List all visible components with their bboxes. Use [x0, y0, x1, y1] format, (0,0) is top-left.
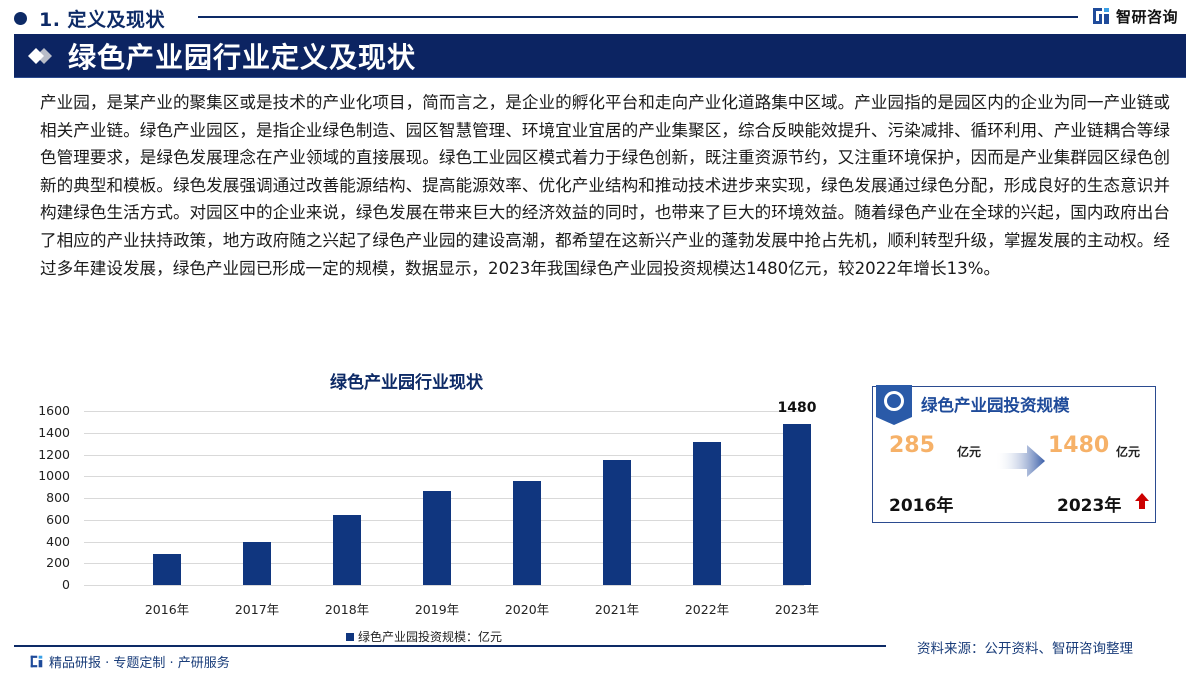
legend-label: 绿色产业园投资规模：亿元	[358, 630, 503, 644]
page-title: 绿色产业园行业定义及现状	[68, 40, 417, 74]
bar	[783, 424, 811, 585]
x-tick-label: 2017年	[234, 602, 280, 617]
x-tick-label: 2018年	[324, 602, 370, 617]
brand-name: 智研咨询	[1115, 7, 1178, 26]
intro-paragraph: 产业园，是某产业的聚集区或是技术的产业化项目，简而言之，是企业的孵化平台和走向产…	[40, 93, 1170, 278]
x-tick-label: 2023年	[774, 602, 820, 617]
brand-logo-icon	[30, 655, 43, 668]
start-value: 285	[889, 433, 935, 458]
source-note: 资料来源：公开资料、智研咨询整理	[917, 641, 1133, 657]
bar	[693, 442, 721, 585]
brand-logo-icon	[1092, 8, 1109, 24]
chart-badge-icon	[876, 385, 912, 425]
y-tick-label: 400	[46, 533, 70, 549]
footer-tagline: 精品研报 · 专题定制 · 产研服务	[30, 652, 230, 671]
y-tick-label: 200	[46, 555, 70, 571]
bar	[513, 480, 541, 585]
up-arrow-icon	[1135, 493, 1149, 509]
gridline	[84, 585, 804, 586]
gridline	[84, 454, 804, 456]
y-tick-label: 1000	[38, 468, 70, 484]
x-tick-label: 2020年	[504, 602, 550, 617]
x-tick-label: 2022年	[684, 602, 730, 617]
x-tick-label: 2019年	[414, 602, 460, 617]
bullet-dot-icon	[14, 11, 27, 25]
start-unit: 亿元	[957, 445, 982, 459]
bar	[423, 490, 451, 585]
x-tick-label: 2021年	[594, 602, 640, 617]
y-tick-label: 1200	[38, 446, 70, 462]
bar	[333, 514, 361, 585]
x-tick-label: 2016年	[144, 602, 190, 617]
section-label: 1. 定义及现状	[39, 8, 166, 31]
chart-title: 绿色产业园行业现状	[330, 373, 483, 393]
end-year: 2023年	[1057, 496, 1122, 516]
end-unit: 亿元	[1116, 445, 1141, 459]
y-tick-label: 0	[62, 577, 70, 592]
y-tick-label: 600	[46, 511, 70, 527]
y-tick-label: 800	[46, 490, 70, 505]
header-divider	[198, 16, 1078, 18]
brand: 智研咨询	[1092, 6, 1178, 26]
bar-value-label: 1480	[777, 400, 817, 417]
card-title: 绿色产业园投资规模	[921, 396, 1070, 415]
tagline-text: 精品研报 · 专题定制 · 产研服务	[49, 656, 230, 671]
legend-swatch-icon	[346, 632, 354, 641]
gridline	[84, 432, 804, 434]
title-banner: 绿色产业园行业定义及现状	[14, 34, 1186, 78]
start-year: 2016年	[889, 496, 954, 516]
gridline	[84, 476, 804, 478]
bar-chart: 绿色产业园行业现状 0 200 400 600 800 1000 1200 1400 1600 2…	[0, 360, 820, 644]
y-tick-label: 1400	[38, 424, 70, 440]
gridline	[84, 411, 804, 412]
section-header: 1. 定义及现状	[14, 4, 165, 32]
bar	[603, 460, 631, 585]
diamond-icon	[28, 47, 52, 64]
investment-card: 绿色产业园投资规模 285 亿元 1480 亿元 2016年 2023年	[872, 385, 1156, 523]
end-value: 1480	[1048, 433, 1110, 458]
chart-legend: 绿色产业园投资规模：亿元	[346, 628, 502, 645]
bar	[243, 542, 271, 585]
footer-divider	[14, 645, 886, 647]
y-tick-label: 1600	[38, 403, 70, 418]
right-arrow-icon	[995, 445, 1045, 477]
bar	[153, 554, 181, 585]
